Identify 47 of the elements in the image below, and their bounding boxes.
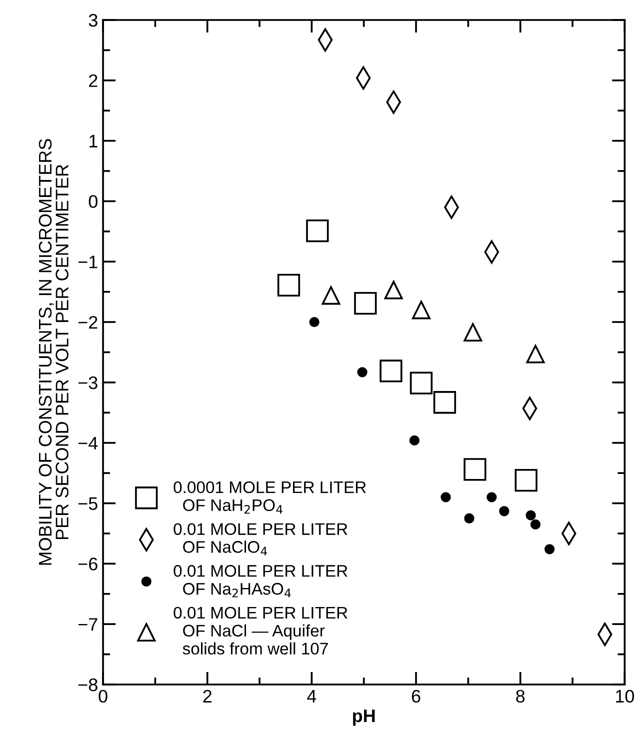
y-tick-label: 1 <box>90 134 98 148</box>
point <box>412 300 430 320</box>
point <box>277 274 300 297</box>
y-tick-label: 3 <box>88 14 98 27</box>
point <box>380 360 402 382</box>
y-tick-label: 2 <box>89 74 98 87</box>
point <box>357 367 368 378</box>
x-tick-label: 10 <box>616 690 634 703</box>
legend-label: 0.01 MOLE PER LITER OF NaCl — Aquifer solids from well 107 <box>174 606 348 655</box>
y-tick-label: −8 <box>78 678 98 692</box>
point <box>526 510 536 520</box>
y-tick-label: −5 <box>78 497 98 510</box>
point <box>440 492 451 502</box>
x-axis-title: pH <box>353 710 375 726</box>
y-axis-title: MOBILITY OF CONSTITUENTS, IN MICROMETERS PER SECOND PER VOLT PER CENTIMETER <box>38 139 68 565</box>
point <box>464 458 486 481</box>
y-tick-label: −1 <box>78 256 98 268</box>
point <box>544 544 555 554</box>
point <box>514 468 538 492</box>
point <box>354 292 377 315</box>
y-tick-label: −4 <box>78 436 98 450</box>
point <box>384 280 403 300</box>
legend-label: 0.0001 MOLE PER LITER OF NaH$_{2}$PO$_{4}$ <box>174 481 366 514</box>
point <box>322 286 340 305</box>
x-tick-label: 8 <box>516 690 525 703</box>
legend-label: 0.01 MOLE PER LITER OF NaClO$_{4}$ <box>174 523 348 556</box>
point <box>530 519 541 530</box>
y-tick-label: −2 <box>78 316 98 329</box>
x-tick-label: 0 <box>98 690 108 703</box>
y-tick-label: 0 <box>88 195 98 208</box>
x-tick-label: 2 <box>203 690 212 702</box>
x-tick-label: 4 <box>307 690 316 702</box>
point <box>464 323 482 342</box>
point <box>464 513 474 524</box>
point <box>409 435 420 446</box>
y-tick-label: −7 <box>78 618 98 631</box>
point <box>499 506 510 516</box>
point <box>433 391 456 414</box>
point <box>410 372 433 394</box>
x-tick-label: 6 <box>412 690 420 703</box>
point <box>309 316 320 328</box>
point <box>486 492 497 502</box>
y-tick-label: −6 <box>78 558 98 570</box>
point <box>526 344 545 364</box>
point <box>306 219 329 242</box>
y-tick-label: −3 <box>78 376 98 390</box>
legend-label: 0.01 MOLE PER LITER OF Na$_{2}$HAsO$_{4}$ <box>174 565 348 598</box>
